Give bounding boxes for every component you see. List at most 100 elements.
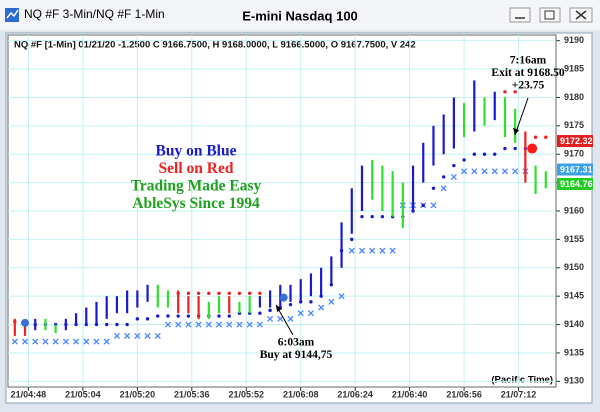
title-bar: [0, 0, 600, 30]
cross-marker: [73, 338, 80, 345]
x-tick-label: 21/06:08: [283, 389, 319, 399]
cross-marker: [501, 168, 509, 175]
support-dot: [105, 322, 109, 327]
cross-marker: [175, 321, 182, 328]
slogan: Sell on Red: [159, 160, 234, 177]
signal-dot: [21, 318, 30, 327]
signal-dot: [279, 293, 288, 302]
cross-marker: [307, 310, 314, 317]
support-dot: [268, 308, 272, 313]
signal-dot: [527, 143, 538, 154]
time-zone-note: (Pacific Time): [491, 375, 553, 386]
support-dot: [370, 214, 374, 219]
exit-note: Exit at 9168.50: [491, 67, 564, 79]
cross-marker: [32, 338, 39, 345]
slogan: Trading Made Easy: [131, 178, 262, 195]
cross-marker: [256, 321, 263, 328]
cross-marker: [185, 321, 192, 328]
support-dot: [452, 163, 456, 168]
minimize-button[interactable]: [509, 7, 531, 23]
price-box: [557, 177, 593, 190]
cross-marker: [154, 332, 161, 339]
restore-button[interactable]: [539, 7, 561, 23]
price-box-label: 9164.76: [560, 179, 593, 189]
y-tick-label: 9145: [564, 291, 584, 301]
support-dot: [421, 203, 425, 208]
resistance-dot: [196, 291, 201, 296]
x-tick-label: 21/06:24: [337, 389, 373, 399]
info-line: NQ #F [1-Min] 01/21/20 -1.2500 C 9166.75…: [14, 40, 416, 51]
cross-marker: [481, 168, 488, 175]
app-icon-glyph: [6, 9, 19, 19]
y-tick-label: 9150: [564, 262, 584, 272]
x-tick-label: 21/05:52: [228, 389, 264, 399]
support-dot: [258, 311, 262, 315]
x-tick-label: 21/04:48: [11, 389, 47, 399]
close-glyph: [575, 10, 587, 20]
y-tick-label: 9140: [564, 319, 584, 329]
cross-marker: [52, 338, 59, 345]
cross-marker: [338, 293, 345, 300]
cross-marker: [277, 315, 284, 322]
x-tick-label: 21/05:36: [174, 389, 210, 399]
restore-glyph: [544, 10, 555, 20]
resistance-dot: [237, 291, 242, 296]
cross-marker: [144, 332, 151, 339]
resistance-dot: [217, 291, 221, 296]
resistance-dot: [207, 291, 211, 296]
buy-note: Buy at 9144,75: [260, 349, 333, 361]
chart-title: E-mini Nasdaq 100: [242, 8, 358, 23]
x-tick-label: 21/07:12: [501, 389, 537, 399]
slogan: Buy on Blue: [156, 143, 237, 160]
cross-marker: [164, 321, 172, 328]
price-box-label: 9167.31: [560, 164, 593, 174]
y-tick-label: 9190: [564, 35, 584, 45]
cross-marker: [42, 338, 49, 345]
support-dot: [227, 314, 231, 318]
support-dot: [166, 314, 170, 318]
support-dot: [350, 237, 354, 242]
x-tick-label: 21/05:04: [65, 389, 101, 399]
y-tick-label: 9130: [564, 376, 584, 386]
window-title: NQ #F 3-Min/NQ #F 1-Min: [24, 7, 165, 21]
price-box-label: 9172.32: [560, 136, 593, 146]
price-box: [557, 163, 593, 176]
exit-note: +23.75: [512, 80, 545, 92]
cross-marker: [93, 338, 100, 345]
resistance-dot: [186, 291, 191, 296]
slogan: AbleSys Since 1994: [132, 195, 260, 212]
resistance-dot: [513, 90, 517, 94]
exit-arrow: [514, 97, 529, 136]
support-dot: [441, 175, 446, 179]
cross-marker: [512, 168, 519, 175]
y-tick-label: 9155: [564, 234, 584, 244]
exit-arrowhead: [513, 128, 519, 135]
y-tick-label: 9170: [564, 149, 584, 159]
cross-marker: [430, 202, 437, 209]
cross-marker: [328, 298, 335, 305]
cross-marker: [134, 332, 141, 339]
support-dot: [156, 314, 160, 318]
cross-marker: [226, 321, 233, 328]
buy-note: 6:03am: [278, 337, 315, 349]
cross-marker: [348, 247, 355, 254]
x-tick-label: 21/05:20: [120, 389, 156, 399]
cross-marker: [440, 185, 447, 192]
resistance-dot: [247, 291, 252, 296]
support-dot: [217, 314, 221, 318]
cross-marker: [287, 315, 294, 322]
support-dot: [431, 186, 436, 190]
support-dot: [288, 302, 293, 307]
buy-arrowhead: [276, 305, 282, 312]
support-dot: [482, 152, 487, 156]
resistance-dot: [227, 291, 231, 296]
cross-marker: [124, 332, 131, 339]
cross-marker: [379, 247, 386, 254]
support-dot: [472, 152, 477, 156]
y-tick-label: 9135: [564, 347, 584, 357]
support-dot: [462, 158, 466, 162]
cross-marker: [11, 338, 18, 345]
cross-marker: [246, 321, 253, 328]
support-dot: [380, 214, 385, 219]
x-tick-label: 21/06:56: [446, 389, 482, 399]
